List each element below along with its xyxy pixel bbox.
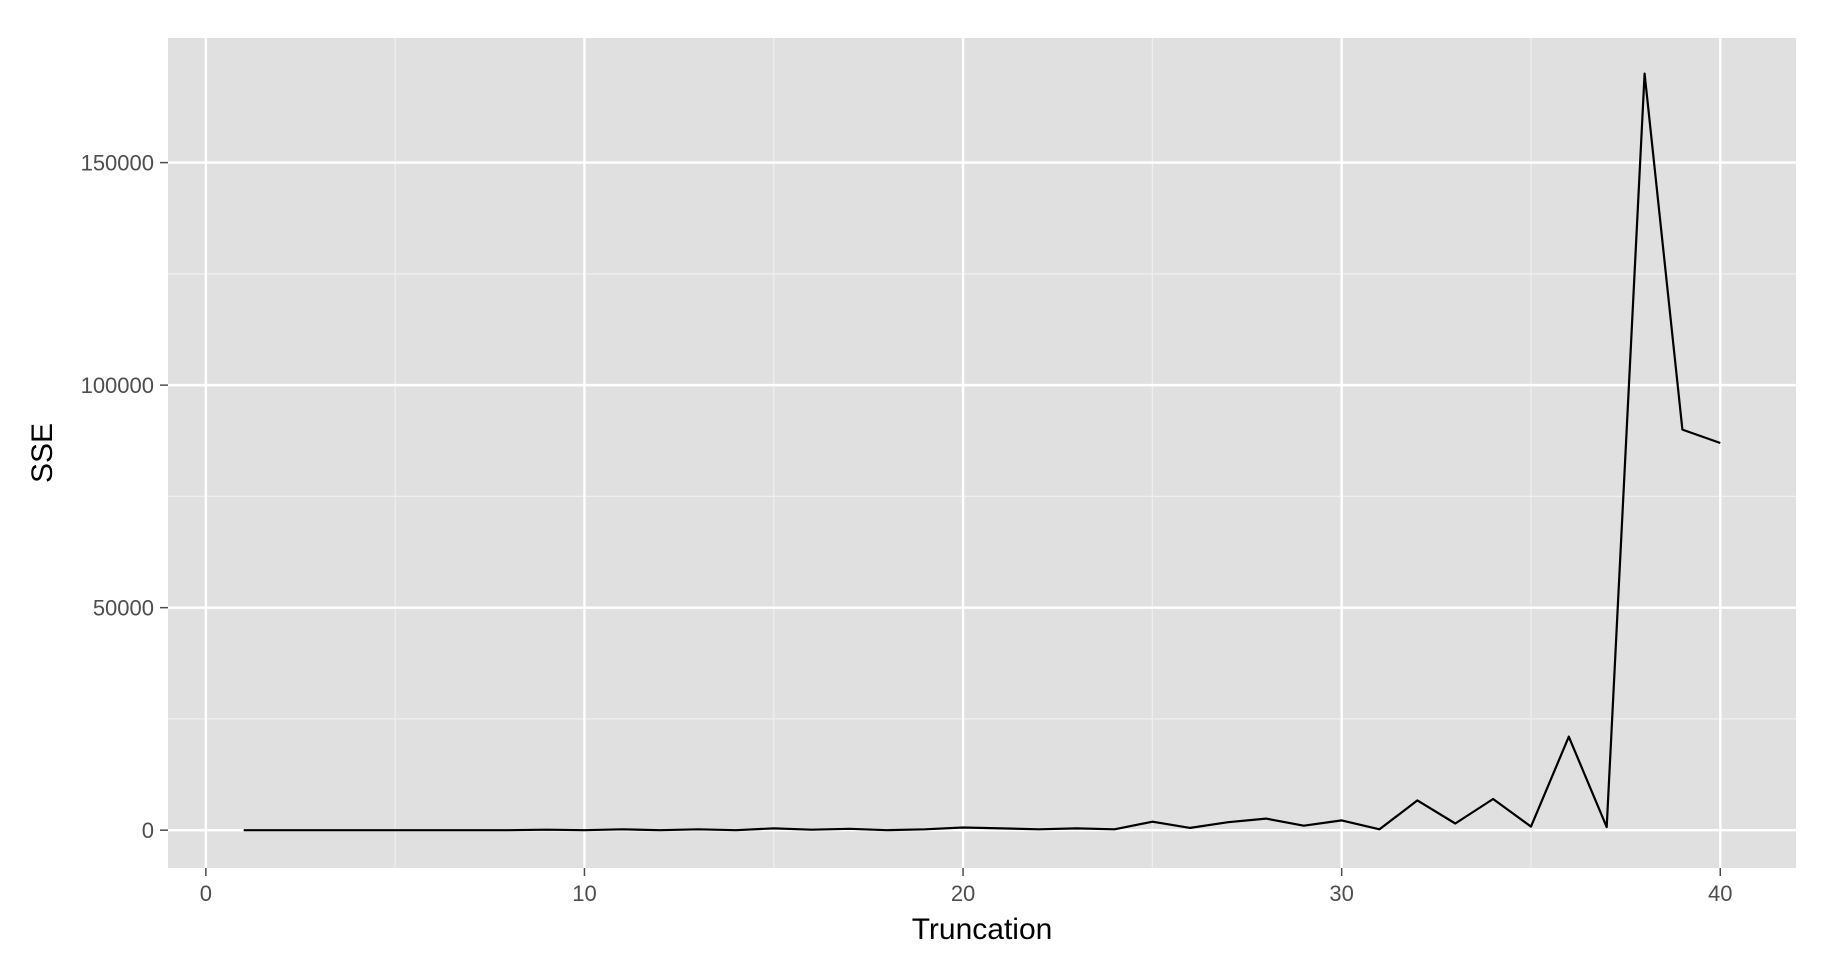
x-tick-label: 40 xyxy=(1708,881,1732,906)
y-tick-label: 150000 xyxy=(81,151,154,176)
x-tick-label: 0 xyxy=(200,881,212,906)
y-tick-label: 0 xyxy=(142,818,154,843)
series-line xyxy=(243,72,1721,832)
y-tick-label: 50000 xyxy=(93,596,154,621)
x-tick-label: 30 xyxy=(1329,881,1353,906)
series-layer xyxy=(243,72,1721,832)
plot-panel xyxy=(168,38,1796,868)
tick-labels: 0 10 20 30 40 0 50000 100000 150000 xyxy=(81,151,1733,906)
grid-major xyxy=(168,38,1796,868)
y-axis-title: SSE xyxy=(26,423,59,483)
grid-minor xyxy=(168,38,1796,868)
x-tick-label: 10 xyxy=(572,881,596,906)
axis-ticks xyxy=(160,161,1722,876)
x-axis-title: Truncation xyxy=(912,913,1053,946)
x-tick-label: 20 xyxy=(951,881,975,906)
y-tick-label: 100000 xyxy=(81,373,154,398)
